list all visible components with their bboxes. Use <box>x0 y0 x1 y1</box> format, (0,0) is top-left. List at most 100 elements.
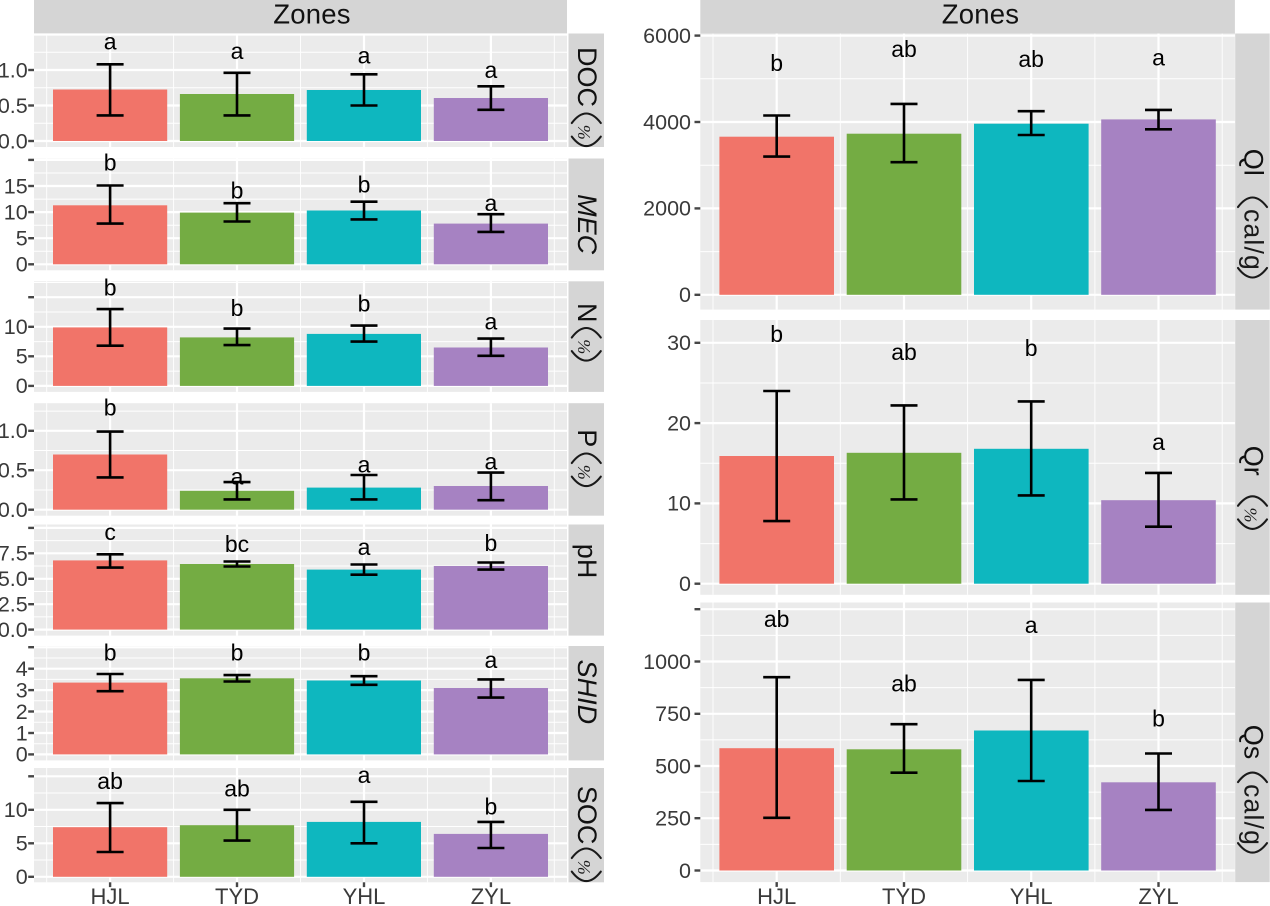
svg-text:b: b <box>485 793 498 819</box>
svg-text:10: 10 <box>4 200 28 224</box>
svg-text:5: 5 <box>16 345 28 369</box>
svg-text:%: % <box>574 339 594 354</box>
svg-text:1.0: 1.0 <box>0 419 28 443</box>
svg-text:0: 0 <box>16 865 28 889</box>
svg-text:ab: ab <box>891 36 917 62</box>
svg-text:0: 0 <box>679 859 691 883</box>
svg-text:4: 4 <box>16 657 28 681</box>
svg-text:b: b <box>231 295 244 321</box>
svg-text:a: a <box>358 42 371 68</box>
svg-text:MEC: MEC <box>572 194 602 255</box>
svg-text:10: 10 <box>4 798 28 822</box>
svg-text:Zones: Zones <box>942 0 1019 30</box>
svg-text:0: 0 <box>16 253 28 277</box>
svg-text:b: b <box>104 275 117 301</box>
svg-text:cal/g: cal/g <box>1239 784 1269 846</box>
svg-text:a: a <box>485 449 498 475</box>
svg-text:a: a <box>104 29 117 55</box>
svg-text:b: b <box>358 640 371 666</box>
svg-text:ZYL: ZYL <box>1138 884 1178 906</box>
svg-text:a: a <box>485 57 498 83</box>
svg-text:a: a <box>1025 612 1038 638</box>
svg-text:10: 10 <box>667 492 691 516</box>
svg-text:TYD: TYD <box>215 884 259 906</box>
svg-text:6000: 6000 <box>643 24 691 48</box>
svg-text:DOC: DOC <box>572 47 602 107</box>
svg-text:b: b <box>358 171 371 197</box>
svg-text:b: b <box>358 291 371 317</box>
svg-text:Qs: Qs <box>1239 725 1269 760</box>
svg-text:a: a <box>485 190 498 216</box>
svg-text:15: 15 <box>4 174 28 198</box>
svg-text:10: 10 <box>4 315 28 339</box>
svg-text:b: b <box>231 177 244 203</box>
svg-text:2000: 2000 <box>643 197 691 221</box>
svg-text:%: % <box>574 465 594 480</box>
svg-text:a: a <box>485 647 498 673</box>
svg-text:1000: 1000 <box>643 650 691 674</box>
svg-text:20: 20 <box>667 411 691 435</box>
svg-text:750: 750 <box>655 702 691 726</box>
svg-text:ab: ab <box>1018 46 1044 72</box>
svg-text:b: b <box>1152 706 1165 732</box>
svg-text:0.0: 0.0 <box>0 498 28 522</box>
svg-text:%: % <box>1241 508 1261 523</box>
svg-text:b: b <box>104 150 117 176</box>
svg-text:YHL: YHL <box>1010 884 1053 906</box>
svg-text:b: b <box>231 640 244 666</box>
svg-text:b: b <box>1025 335 1038 361</box>
svg-text:250: 250 <box>655 807 691 831</box>
svg-text:30: 30 <box>667 331 691 355</box>
svg-text:%: % <box>574 860 594 875</box>
svg-text:b: b <box>104 395 117 421</box>
svg-text:5.0: 5.0 <box>0 567 28 591</box>
svg-text:0: 0 <box>16 374 28 398</box>
svg-text:b: b <box>770 50 783 76</box>
svg-text:0.5: 0.5 <box>0 459 28 483</box>
svg-text:3: 3 <box>16 678 28 702</box>
svg-text:0: 0 <box>16 743 28 767</box>
svg-text:2.5: 2.5 <box>0 593 28 617</box>
svg-text:7.5: 7.5 <box>0 542 28 566</box>
svg-text:0.5: 0.5 <box>0 94 28 118</box>
svg-text:ab: ab <box>224 776 250 802</box>
svg-text:c: c <box>104 519 116 545</box>
svg-text:pH: pH <box>572 544 602 579</box>
svg-text:a: a <box>485 308 498 334</box>
svg-text:%: % <box>574 125 594 140</box>
svg-text:cal/g: cal/g <box>1239 209 1269 271</box>
svg-text:ab: ab <box>891 671 917 697</box>
svg-text:YHL: YHL <box>343 884 386 906</box>
svg-text:ab: ab <box>97 768 123 794</box>
svg-text:SHID: SHID <box>572 660 602 725</box>
svg-text:Qr: Qr <box>1239 446 1269 476</box>
svg-text:HJL: HJL <box>91 884 130 906</box>
svg-text:b: b <box>104 640 117 666</box>
svg-text:a: a <box>1152 429 1165 455</box>
svg-text:0: 0 <box>679 283 691 307</box>
svg-text:1.0: 1.0 <box>0 58 28 82</box>
svg-text:ab: ab <box>764 606 790 632</box>
svg-text:a: a <box>231 38 244 64</box>
svg-text:ZYL: ZYL <box>471 884 511 906</box>
svg-text:2: 2 <box>16 700 28 724</box>
svg-text:b: b <box>770 321 783 347</box>
svg-text:5: 5 <box>16 227 28 251</box>
svg-text:a: a <box>358 534 371 560</box>
svg-text:4000: 4000 <box>643 110 691 134</box>
svg-text:0.0: 0.0 <box>0 618 28 642</box>
svg-text:Zones: Zones <box>273 0 350 30</box>
svg-text:HJL: HJL <box>757 884 796 906</box>
svg-text:b: b <box>485 530 498 556</box>
svg-text:bc: bc <box>225 531 249 557</box>
svg-text:SOC: SOC <box>572 786 602 845</box>
svg-text:TYD: TYD <box>882 884 926 906</box>
svg-text:0.0: 0.0 <box>0 129 28 153</box>
svg-text:500: 500 <box>655 754 691 778</box>
svg-text:N: N <box>572 303 602 323</box>
svg-text:Ql: Ql <box>1239 149 1269 176</box>
svg-text:5: 5 <box>16 832 28 856</box>
svg-text:a: a <box>1152 45 1165 71</box>
svg-text:a: a <box>358 762 371 788</box>
svg-text:ab: ab <box>891 339 917 365</box>
